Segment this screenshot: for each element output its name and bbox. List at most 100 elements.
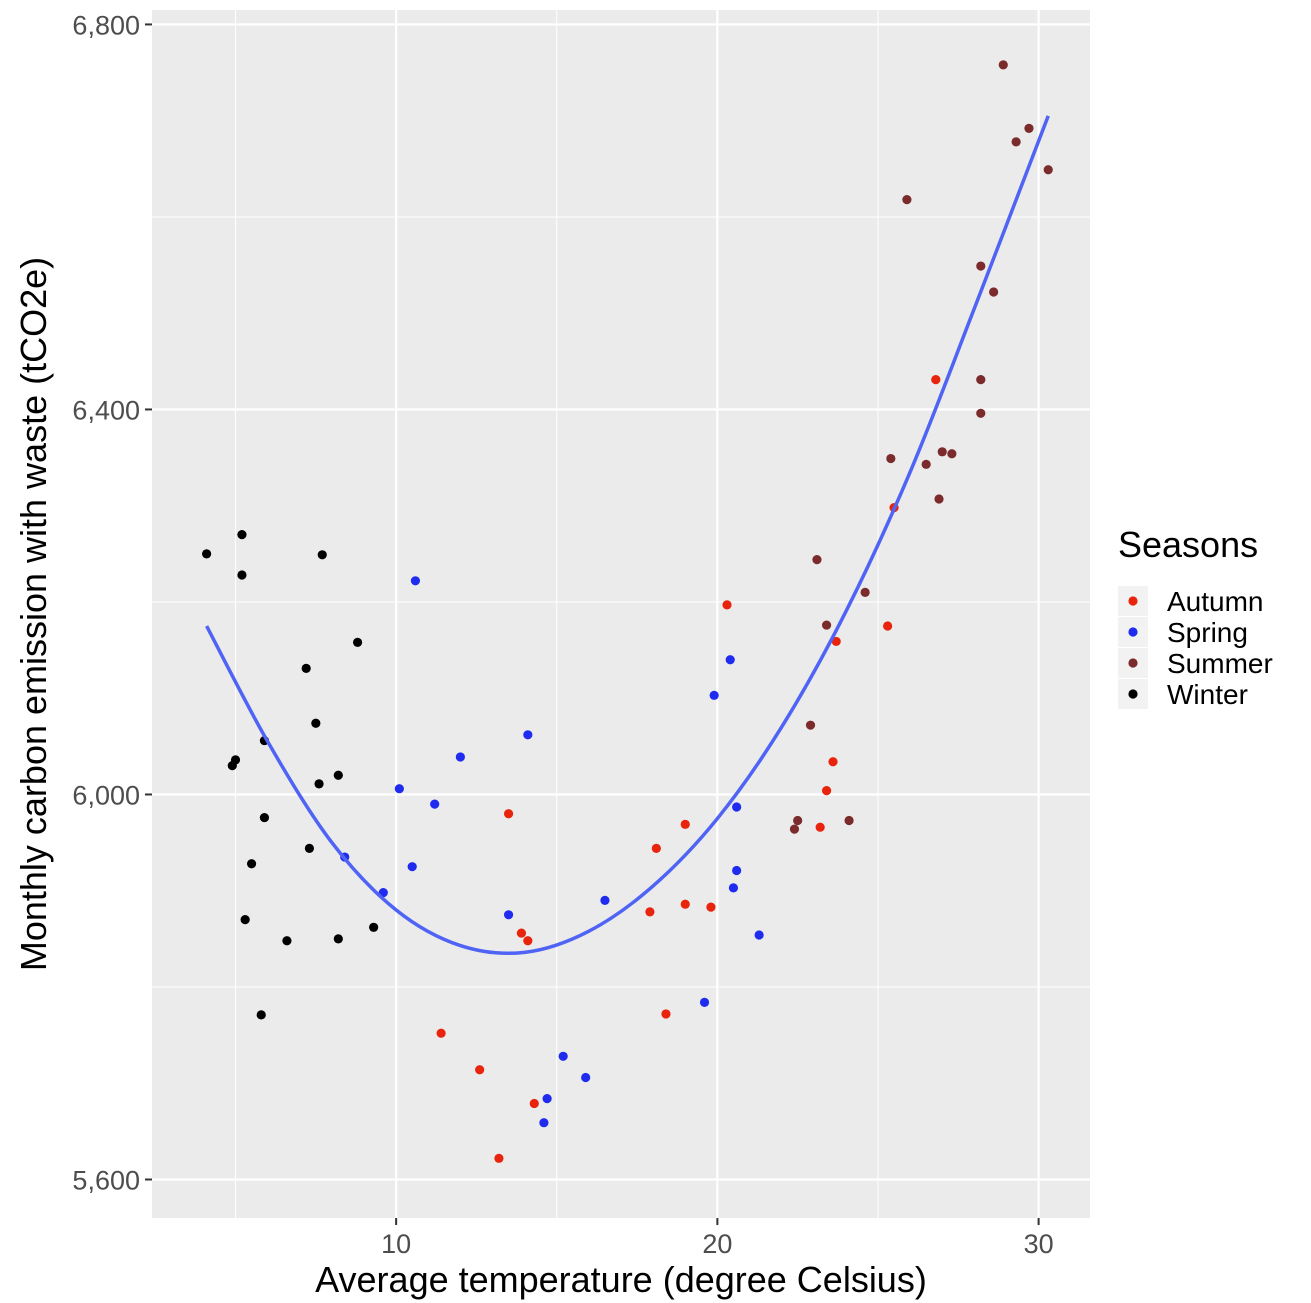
data-point-summer <box>937 447 947 457</box>
data-point-winter <box>333 770 343 780</box>
data-point-summer <box>947 449 957 459</box>
data-point-summer <box>812 555 822 565</box>
data-point-summer <box>844 815 854 826</box>
data-point-spring <box>732 802 742 812</box>
data-point-winter <box>317 550 327 560</box>
legend-marker-summer <box>1128 658 1138 668</box>
data-point-autumn <box>661 1009 671 1019</box>
data-point-autumn <box>828 757 838 767</box>
data-point-summer <box>789 824 800 834</box>
data-point-spring <box>539 1118 549 1128</box>
data-point-spring <box>394 784 404 794</box>
data-point-autumn <box>831 636 841 647</box>
data-point-autumn <box>815 822 825 832</box>
data-point-summer <box>1011 137 1021 147</box>
data-point-summer <box>805 720 816 730</box>
data-point-summer <box>921 459 931 469</box>
data-point-spring <box>581 1072 591 1083</box>
data-point-summer <box>934 494 944 504</box>
x-axis-title: Average temperature (degree Celsius) <box>315 1259 927 1300</box>
data-point-autumn <box>503 809 514 819</box>
y-axis-ticks: 5,600 6,000 6,400 6,800 <box>72 10 152 1195</box>
y-tick-label: 6,800 <box>72 10 140 40</box>
data-point-spring <box>699 997 710 1007</box>
data-point-summer <box>1024 123 1034 133</box>
data-point-summer <box>976 408 986 418</box>
y-tick-label: 6,400 <box>72 395 140 425</box>
data-point-summer <box>821 620 832 630</box>
legend-marker-winter <box>1128 689 1138 699</box>
data-point-winter <box>333 934 343 944</box>
minor-gridlines <box>152 10 1090 1218</box>
y-axis-title: Monthly carbon emission with waste (tCO2… <box>13 257 54 971</box>
data-point-autumn <box>475 1065 485 1075</box>
data-point-winter <box>237 570 247 580</box>
data-point-summer <box>860 587 870 597</box>
data-point-spring <box>523 730 533 740</box>
data-point-winter <box>246 859 257 869</box>
legend-title: Seasons <box>1118 524 1258 565</box>
x-axis-ticks: 10 20 30 <box>381 1218 1054 1259</box>
data-point-winter <box>230 755 241 765</box>
data-point-autumn <box>516 928 527 938</box>
x-tick-label: 20 <box>702 1229 732 1259</box>
data-point-winter <box>256 1010 266 1020</box>
data-point-spring <box>455 752 465 762</box>
data-point-autumn <box>494 1153 504 1163</box>
data-point-autumn <box>680 819 690 829</box>
x-tick-label: 10 <box>381 1229 411 1259</box>
data-points <box>202 60 1053 1163</box>
data-point-spring <box>725 655 735 665</box>
legend-label-autumn: Autumn <box>1167 586 1264 617</box>
data-point-spring <box>600 895 610 905</box>
y-tick-label: 6,000 <box>72 780 140 810</box>
data-point-spring <box>410 576 421 586</box>
data-point-summer <box>902 195 912 205</box>
data-point-winter <box>304 843 315 853</box>
data-point-autumn <box>523 936 533 946</box>
data-point-spring <box>558 1051 568 1061</box>
data-point-autumn <box>722 600 732 610</box>
data-point-autumn <box>706 902 716 912</box>
data-point-spring <box>430 799 440 809</box>
data-point-autumn <box>436 1028 446 1038</box>
data-point-summer <box>793 815 803 826</box>
x-tick-label: 30 <box>1024 1229 1054 1259</box>
y-tick-label: 5,600 <box>72 1165 140 1195</box>
data-point-autumn <box>883 621 893 631</box>
data-point-autumn <box>821 786 832 796</box>
data-point-winter <box>240 915 250 925</box>
data-point-spring <box>503 910 514 920</box>
data-point-spring <box>732 865 742 876</box>
data-point-winter <box>369 922 379 932</box>
data-point-summer <box>1043 165 1053 175</box>
data-point-autumn <box>680 899 690 909</box>
legend-label-spring: Spring <box>1167 617 1248 648</box>
data-point-spring <box>407 862 417 872</box>
data-point-spring <box>709 690 719 700</box>
data-point-summer <box>989 287 999 297</box>
data-point-winter <box>259 812 270 823</box>
data-point-summer <box>998 60 1008 70</box>
legend-label-summer: Summer <box>1167 648 1273 679</box>
legend-marker-autumn <box>1128 596 1138 606</box>
quadratic-fit-line <box>205 115 1050 956</box>
plot-panel <box>152 10 1090 1218</box>
legend-label-winter: Winter <box>1167 679 1248 710</box>
data-point-winter <box>282 936 292 946</box>
data-point-autumn <box>651 843 661 853</box>
data-point-winter <box>301 663 311 673</box>
data-point-winter <box>311 718 321 728</box>
data-point-spring <box>728 883 739 893</box>
data-point-winter <box>314 779 324 789</box>
major-gridlines <box>152 10 1090 1218</box>
data-point-summer <box>886 453 896 464</box>
data-point-autumn <box>931 375 941 385</box>
legend-marker-spring <box>1128 627 1138 637</box>
data-point-autumn <box>529 1098 539 1109</box>
data-point-winter <box>237 529 247 540</box>
data-point-winter <box>352 637 363 647</box>
